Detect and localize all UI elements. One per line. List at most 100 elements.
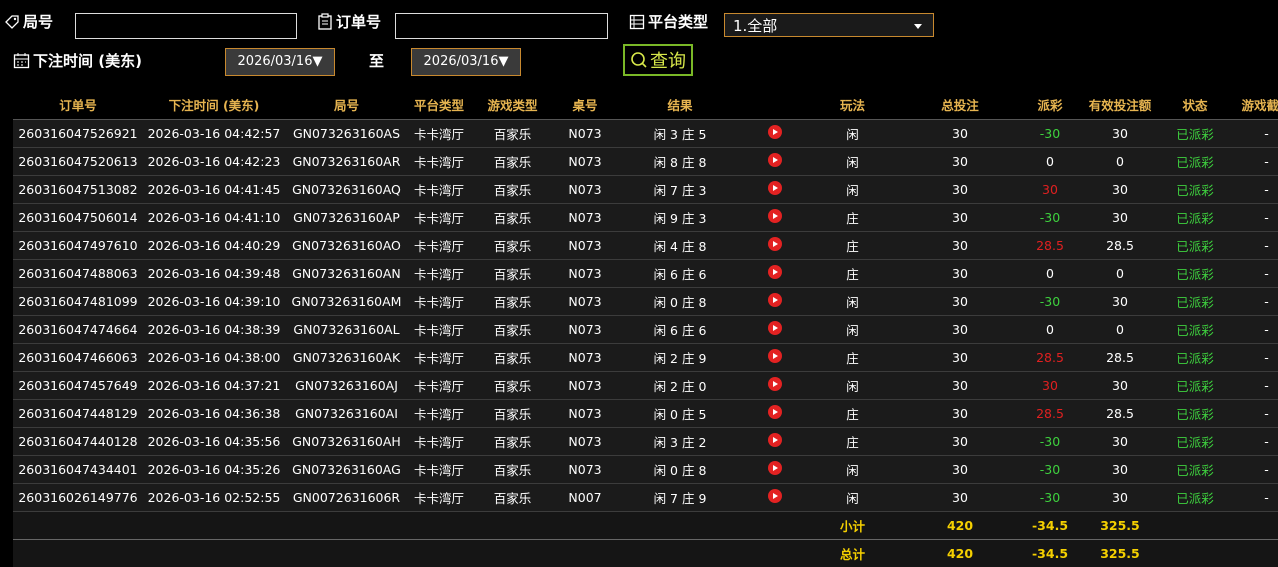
total-bet: 30 — [900, 259, 1020, 288]
table-no: N073 — [555, 203, 615, 232]
platform: 卡卡湾厅 — [408, 315, 470, 344]
order-id: 260316047488063 — [13, 259, 143, 288]
round-id: GN073263160AQ — [285, 175, 408, 204]
order-input[interactable] — [395, 13, 608, 39]
bet-time: 2026-03-16 04:41:10 — [143, 203, 285, 232]
summary-total-bet: 420 — [900, 539, 1020, 567]
status: 已派彩 — [1160, 399, 1230, 428]
tag-icon — [5, 14, 19, 29]
replay-cell[interactable] — [745, 371, 805, 400]
platform: 卡卡湾厅 — [408, 399, 470, 428]
table-no: N073 — [555, 371, 615, 400]
round-id: GN073263160AI — [285, 399, 408, 428]
replay-cell[interactable] — [745, 315, 805, 344]
replay-cell[interactable] — [745, 287, 805, 316]
status: 已派彩 — [1160, 231, 1230, 260]
replay-cell[interactable] — [745, 259, 805, 288]
replay-cell[interactable] — [745, 483, 805, 512]
total-bet: 30 — [900, 343, 1020, 372]
bet-time: 2026-03-16 04:36:38 — [143, 399, 285, 428]
query-button[interactable]: 查询 — [623, 44, 693, 76]
bet-type: 闲 — [805, 119, 900, 148]
replay-cell[interactable] — [745, 455, 805, 484]
bet-time: 2026-03-16 04:35:26 — [143, 455, 285, 484]
column-header: 状态 — [1160, 90, 1230, 120]
play-icon — [768, 349, 782, 363]
status: 已派彩 — [1160, 315, 1230, 344]
date-to[interactable]: 2026/03/16▼ — [411, 48, 521, 76]
summary-label: 小计 — [805, 511, 900, 540]
empty-cell — [143, 539, 285, 567]
platform-select[interactable]: 1.全部 — [724, 13, 934, 37]
bet-time: 2026-03-16 04:38:00 — [143, 343, 285, 372]
replay-cell[interactable] — [745, 343, 805, 372]
order-id: 260316047434401 — [13, 455, 143, 484]
table-row: 260316026149776 2026-03-16 02:52:55 GN0072… — [13, 483, 1278, 512]
result: 闲 7 庄 3 — [615, 175, 745, 204]
status: 已派彩 — [1160, 427, 1230, 456]
game-type: 百家乐 — [470, 119, 555, 148]
round-id: GN073263160AL — [285, 315, 408, 344]
replay-cell[interactable] — [745, 175, 805, 204]
round-id: GN073263160AM — [285, 287, 408, 316]
game-type: 百家乐 — [470, 203, 555, 232]
total-bet: 30 — [900, 147, 1020, 176]
total-row: 总计 420 -34.5 325.5 — [13, 539, 1278, 567]
replay-cell[interactable] — [745, 147, 805, 176]
bet-type: 闲 — [805, 315, 900, 344]
column-header: 游戏截图 — [1230, 90, 1278, 120]
total-bet: 30 — [900, 427, 1020, 456]
play-icon — [768, 293, 782, 307]
valid-bet: 28.5 — [1080, 231, 1160, 260]
bet-time: 2026-03-16 02:52:55 — [143, 483, 285, 512]
order-label: 订单号 — [317, 11, 381, 32]
platform: 卡卡湾厅 — [408, 147, 470, 176]
total-bet: 30 — [900, 371, 1020, 400]
platform: 卡卡湾厅 — [408, 203, 470, 232]
screenshot: - — [1230, 371, 1278, 400]
valid-bet: 0 — [1080, 147, 1160, 176]
screenshot: - — [1230, 427, 1278, 456]
replay-cell[interactable] — [745, 203, 805, 232]
table-row: 260316047506014 2026-03-16 04:41:10 GN0732… — [13, 203, 1278, 232]
round-input[interactable] — [75, 13, 297, 39]
total-bet: 30 — [900, 315, 1020, 344]
column-header: 游戏类型 — [470, 90, 555, 120]
date-from[interactable]: 2026/03/16▼ — [225, 48, 335, 76]
order-id: 260316047457649 — [13, 371, 143, 400]
round-id: GN073263160AJ — [285, 371, 408, 400]
game-type: 百家乐 — [470, 343, 555, 372]
replay-cell[interactable] — [745, 399, 805, 428]
list-icon — [629, 14, 645, 29]
replay-cell[interactable] — [745, 119, 805, 148]
empty-cell — [1230, 539, 1278, 567]
total-bet: 30 — [900, 287, 1020, 316]
result: 闲 2 庄 0 — [615, 371, 745, 400]
result: 闲 6 庄 6 — [615, 315, 745, 344]
order-id: 260316047497610 — [13, 231, 143, 260]
replay-cell[interactable] — [745, 427, 805, 456]
replay-cell[interactable] — [745, 231, 805, 260]
play-icon — [768, 461, 782, 475]
empty-cell — [555, 539, 615, 567]
order-id: 260316047506014 — [13, 203, 143, 232]
order-id: 260316047466063 — [13, 343, 143, 372]
empty-cell — [285, 539, 408, 567]
bet-type: 庄 — [805, 427, 900, 456]
table-row: 260316047513082 2026-03-16 04:41:45 GN0732… — [13, 175, 1278, 204]
column-header — [745, 90, 805, 120]
valid-bet: 28.5 — [1080, 343, 1160, 372]
game-type: 百家乐 — [470, 259, 555, 288]
column-header: 结果 — [615, 90, 745, 120]
screenshot: - — [1230, 483, 1278, 512]
table-no: N073 — [555, 455, 615, 484]
table-row: 260316047466063 2026-03-16 04:38:00 GN0732… — [13, 343, 1278, 372]
play-icon — [768, 405, 782, 419]
round-id: GN073263160AO — [285, 231, 408, 260]
empty-cell — [1160, 511, 1230, 540]
column-header: 总投注 — [900, 90, 1020, 120]
table-no: N073 — [555, 427, 615, 456]
screenshot: - — [1230, 315, 1278, 344]
bet-time: 2026-03-16 04:42:57 — [143, 119, 285, 148]
screenshot: - — [1230, 287, 1278, 316]
